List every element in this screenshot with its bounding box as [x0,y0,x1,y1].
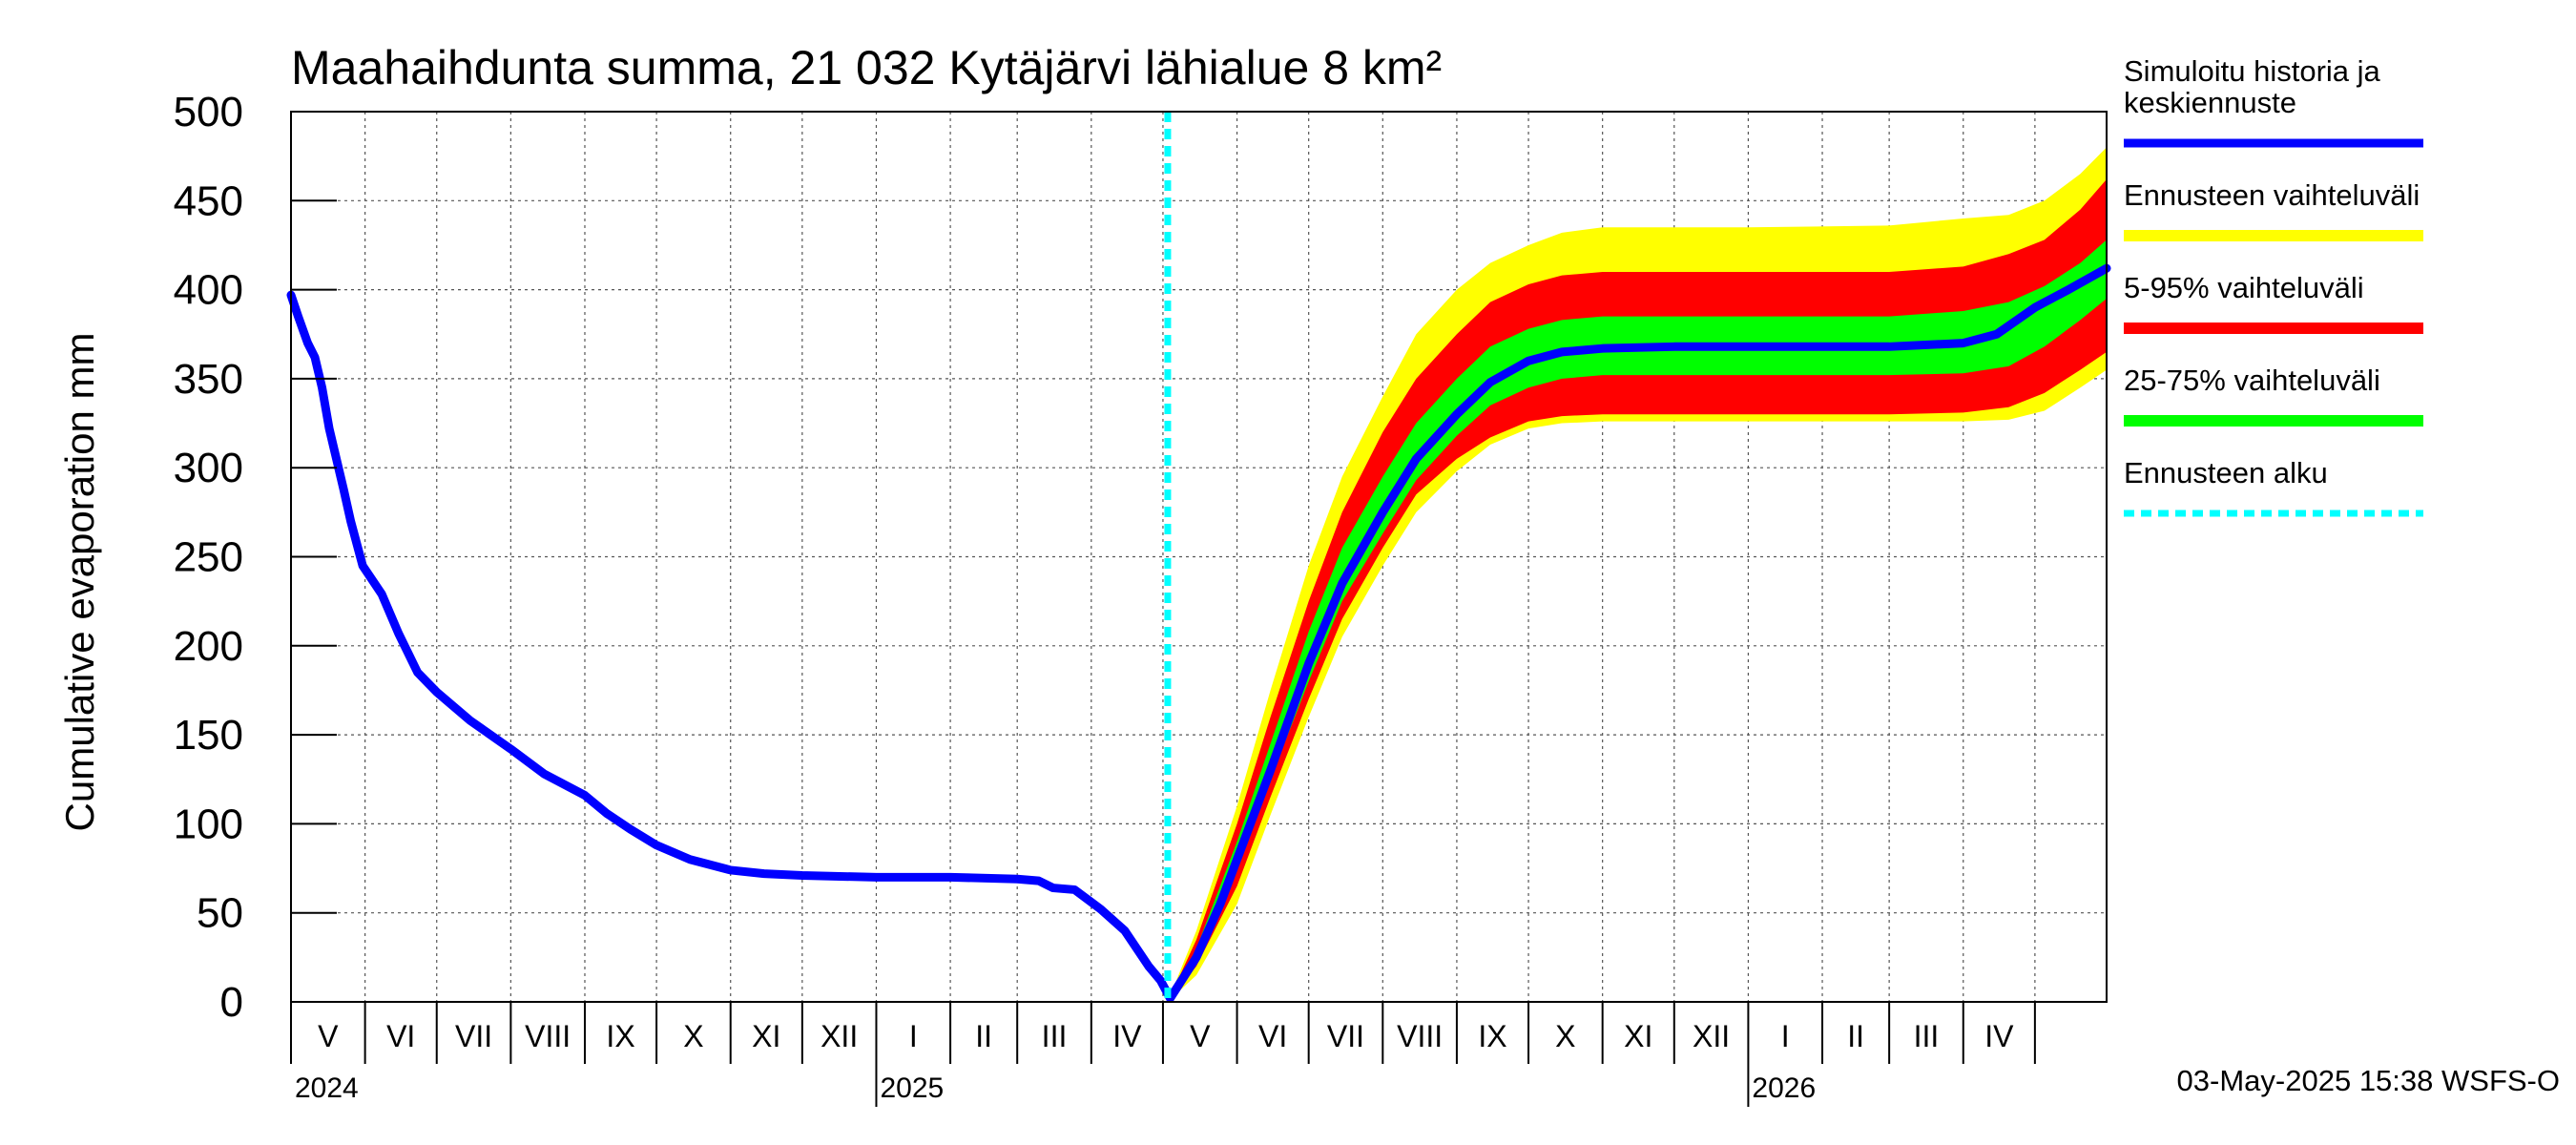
x-month-label: XII [1693,1019,1730,1053]
y-tick-label: 300 [174,445,243,491]
x-month-label: IX [1478,1019,1506,1053]
x-month-label: XI [1624,1019,1652,1053]
y-axis: 0 50 100 150 200 250 300 350 400 450 500 [174,89,337,1026]
grid-lines [291,111,2107,1003]
x-month-label: XII [821,1019,858,1053]
x-axis: V VI VII VIII IX X XI XII I II III IV V VI VII VIII IX X X… [290,1002,2036,1107]
x-year-label: 2024 [295,1072,359,1104]
band-00ff00 [1167,239,2107,1003]
y-tick-label: 250 [174,534,243,581]
x-month-label: VII [455,1019,492,1053]
y-tick-label: 450 [174,177,243,224]
x-month-label: IV [1112,1019,1142,1053]
x-month-label: VI [1258,1019,1287,1053]
legend-label: keskiennuste [2124,86,2296,119]
x-month-label: V [318,1019,339,1053]
x-month-label: III [1914,1019,1940,1053]
y-tick-label: 50 [197,890,243,937]
y-axis-label: Cumulative evaporation mm [57,333,102,832]
x-month-label: VII [1327,1019,1364,1053]
x-year-label: 2026 [1752,1072,1816,1104]
x-month-label: XI [752,1019,780,1053]
x-month-label: IV [1984,1019,2014,1053]
band-ff0000 [1167,178,2107,1002]
x-month-label: VIII [525,1019,571,1053]
legend-label: 25-75% vaihteluväli [2124,364,2380,397]
x-month-label: IX [606,1019,634,1053]
series-mean-line [286,263,2111,1003]
forecast-bands [1167,147,2107,1003]
legend-label: Ennusteen alku [2124,456,2328,489]
x-month-label: II [975,1019,992,1053]
y-tick-label: 500 [174,89,243,135]
x-year-label: 2025 [880,1072,944,1104]
y-tick-label: 150 [174,712,243,759]
chart-title: Maahaihdunta summa, 21 032 Kytäjärvi läh… [291,41,1442,94]
x-month-label: VI [386,1019,415,1053]
footer-timestamp: 03-May-2025 15:38 WSFS-O [2177,1064,2560,1097]
x-month-label: I [909,1019,918,1053]
x-month-label: I [1781,1019,1790,1053]
y-tick-label: 400 [174,267,243,314]
x-month-label: X [683,1019,703,1053]
x-month-label: VIII [1397,1019,1443,1053]
x-month-label: III [1042,1019,1068,1053]
series-lines [286,263,2111,1003]
y-tick-label: 0 [220,979,243,1026]
y-tick-label: 350 [174,356,243,403]
y-tick-label: 200 [174,623,243,670]
legend-label: Ennusteen vaihteluväli [2124,178,2420,212]
x-month-label: X [1555,1019,1575,1053]
x-month-label: V [1190,1019,1211,1053]
legend-label: Simuloitu historia ja [2124,54,2381,88]
legend-label: 5-95% vaihteluväli [2124,271,2364,304]
x-month-label: II [1847,1019,1864,1053]
y-tick-label: 100 [174,801,243,847]
